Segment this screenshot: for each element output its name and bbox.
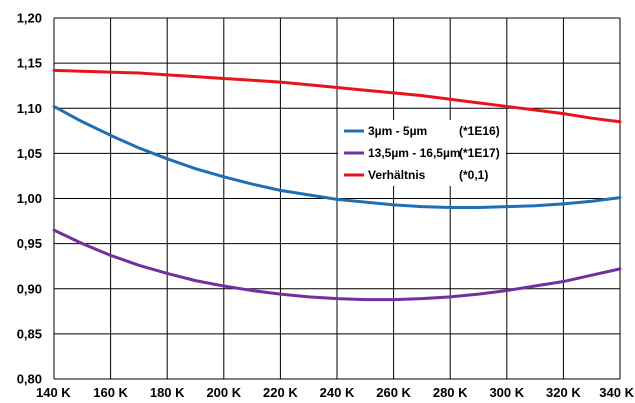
legend-box — [338, 120, 506, 186]
x-tick-label: 140 K — [36, 385, 71, 400]
y-tick-label: 1,15 — [17, 56, 42, 71]
legend-factor: (*0,1) — [459, 168, 488, 182]
x-tick-label: 260 K — [376, 385, 411, 400]
y-tick-label: 1,20 — [17, 11, 42, 26]
y-tick-label: 1,00 — [17, 191, 42, 206]
x-tick-label: 280 K — [433, 385, 468, 400]
x-tick-label: 340 K — [599, 385, 634, 400]
y-tick-label: 1,10 — [17, 101, 42, 116]
x-tick-label: 160 K — [93, 385, 128, 400]
x-tick-label: 180 K — [150, 385, 185, 400]
x-tick-label: 220 K — [263, 385, 298, 400]
y-tick-label: 0,90 — [17, 281, 42, 296]
y-axis-tick-labels: 0,80 0,85 0,90 0,95 1,00 1,05 1,10 1,15 1,20 — [17, 11, 42, 387]
y-tick-label: 0,80 — [17, 372, 42, 387]
y-tick-label: 1,05 — [17, 146, 42, 161]
x-tick-label: 200 K — [206, 385, 241, 400]
chart-legend: 3µm - 5µm (*1E16) 13,5µm - 16,5µm(*1E17) Ve… — [338, 120, 506, 186]
series-line-3 — [52, 68, 622, 124]
series-layer — [52, 68, 622, 302]
legend-factor: (*1E16) — [459, 124, 500, 138]
x-axis-tick-labels: 140 K 160 K 180 K 200 K 220 K 240 K 260 K 280 K… — [36, 385, 635, 400]
y-tick-label: 0,85 — [17, 326, 42, 341]
x-tick-label: 240 K — [320, 385, 355, 400]
legend-label: 13,5µm - 16,5µm — [368, 146, 461, 160]
x-tick-label: 300 K — [489, 385, 524, 400]
legend-label: 3µm - 5µm — [368, 124, 427, 138]
series-line-2 — [52, 228, 622, 302]
y-tick-label: 0,95 — [17, 236, 42, 251]
series-line-1 — [52, 104, 622, 210]
legend-factor: (*1E17) — [459, 146, 500, 160]
legend-label: Verhältnis — [368, 168, 426, 182]
x-tick-label: 320 K — [546, 385, 581, 400]
